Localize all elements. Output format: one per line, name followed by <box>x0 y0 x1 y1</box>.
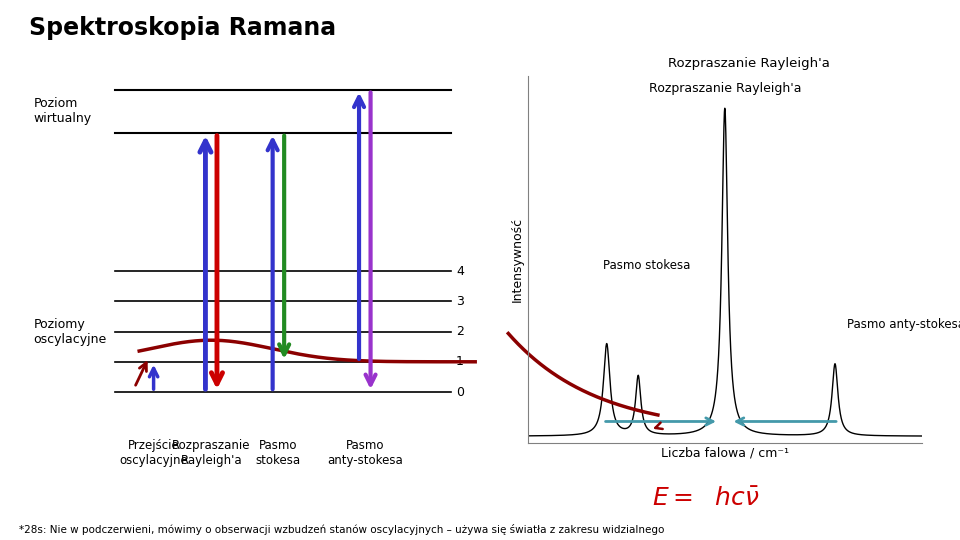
Text: 3: 3 <box>456 295 464 308</box>
Text: Pasmo stokesa: Pasmo stokesa <box>603 259 690 272</box>
Text: Pasmo anty-stokesa: Pasmo anty-stokesa <box>847 318 960 331</box>
Text: Rozpraszanie Rayleigh'a: Rozpraszanie Rayleigh'a <box>649 82 801 95</box>
Text: Rozpraszanie Rayleigh'a: Rozpraszanie Rayleigh'a <box>668 57 829 70</box>
Text: Przejście
oscylacyjne: Przejście oscylacyjne <box>119 438 188 467</box>
Text: 2: 2 <box>456 325 464 338</box>
Text: 4: 4 <box>456 265 464 278</box>
Text: *28s: Nie w podczerwieni, mówimy o obserwacji wzbudzeń stanów oscylacyjnych – uż: *28s: Nie w podczerwieni, mówimy o obser… <box>19 524 664 535</box>
Text: 1: 1 <box>456 355 464 368</box>
Text: Spektroskopia Ramana: Spektroskopia Ramana <box>29 16 336 40</box>
Text: Poziomy
oscylacyjne: Poziomy oscylacyjne <box>34 318 107 346</box>
Text: $E=\ \ hc\bar{\nu}$: $E=\ \ hc\bar{\nu}$ <box>652 488 759 511</box>
X-axis label: Liczba falowa / cm⁻¹: Liczba falowa / cm⁻¹ <box>660 447 789 460</box>
Text: Rozpraszanie
Rayleigh'a: Rozpraszanie Rayleigh'a <box>172 438 251 467</box>
Text: Poziom
wirtualny: Poziom wirtualny <box>34 97 92 125</box>
Text: Pasmo
stokesa: Pasmo stokesa <box>255 438 301 467</box>
Text: 0: 0 <box>456 386 464 399</box>
Y-axis label: Intensywność: Intensywność <box>511 217 524 302</box>
Text: Pasmo
anty-stokesa: Pasmo anty-stokesa <box>327 438 402 467</box>
